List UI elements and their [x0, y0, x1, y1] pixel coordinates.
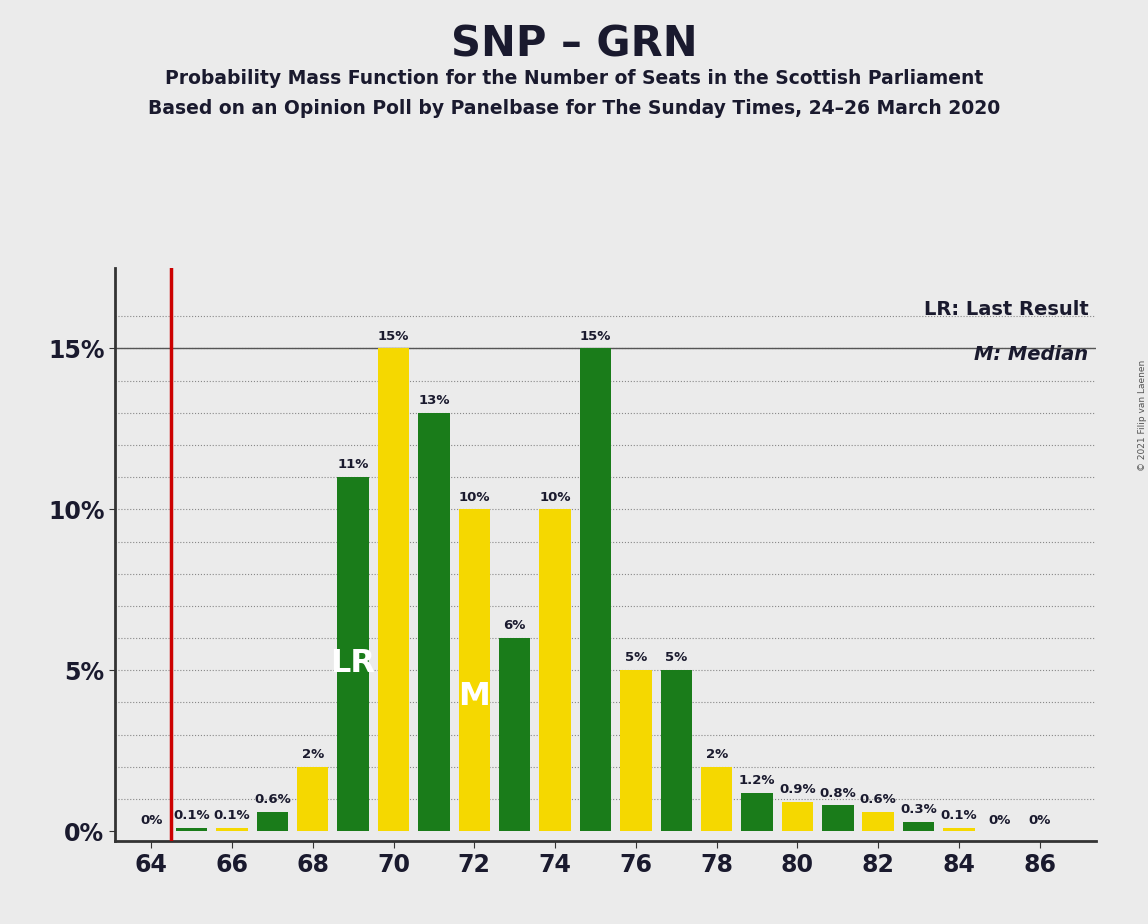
- Bar: [418, 413, 450, 832]
- Text: 0.9%: 0.9%: [779, 784, 816, 796]
- Text: 0.3%: 0.3%: [900, 803, 937, 816]
- Bar: [822, 806, 854, 832]
- Text: 0%: 0%: [988, 814, 1010, 827]
- Text: 0.1%: 0.1%: [940, 809, 977, 822]
- Text: 0.6%: 0.6%: [860, 793, 897, 806]
- Bar: [580, 348, 611, 832]
- Bar: [540, 509, 571, 832]
- Bar: [701, 767, 732, 832]
- Text: 2%: 2%: [302, 748, 324, 761]
- Bar: [742, 793, 773, 832]
- Text: 0%: 0%: [1029, 814, 1050, 827]
- Text: Based on an Opinion Poll by Panelbase for The Sunday Times, 24–26 March 2020: Based on an Opinion Poll by Panelbase fo…: [148, 99, 1000, 118]
- Text: 0.6%: 0.6%: [254, 793, 290, 806]
- Text: 5%: 5%: [665, 651, 688, 664]
- Bar: [297, 767, 328, 832]
- Bar: [782, 802, 813, 832]
- Text: 0.1%: 0.1%: [214, 809, 250, 822]
- Bar: [216, 828, 248, 832]
- Bar: [176, 828, 208, 832]
- Text: 1.2%: 1.2%: [739, 773, 775, 786]
- Text: 0%: 0%: [140, 814, 162, 827]
- Bar: [499, 638, 530, 832]
- Text: 15%: 15%: [580, 330, 611, 343]
- Text: M: Median: M: Median: [975, 346, 1088, 364]
- Text: © 2021 Filip van Laenen: © 2021 Filip van Laenen: [1138, 360, 1147, 471]
- Bar: [862, 812, 894, 832]
- Bar: [660, 670, 692, 832]
- Text: 6%: 6%: [504, 619, 526, 632]
- Text: 11%: 11%: [338, 458, 369, 471]
- Bar: [902, 821, 934, 832]
- Bar: [378, 348, 409, 832]
- Text: 5%: 5%: [625, 651, 647, 664]
- Bar: [338, 477, 369, 832]
- Text: LR: LR: [331, 649, 375, 679]
- Text: SNP – GRN: SNP – GRN: [451, 23, 697, 65]
- Bar: [620, 670, 652, 832]
- Text: 0.8%: 0.8%: [820, 786, 856, 799]
- Bar: [458, 509, 490, 832]
- Text: 13%: 13%: [418, 394, 450, 407]
- Text: 15%: 15%: [378, 330, 409, 343]
- Bar: [256, 812, 288, 832]
- Text: LR: Last Result: LR: Last Result: [923, 300, 1088, 319]
- Text: 10%: 10%: [540, 491, 571, 504]
- Text: Probability Mass Function for the Number of Seats in the Scottish Parliament: Probability Mass Function for the Number…: [165, 69, 983, 89]
- Text: M: M: [458, 680, 490, 711]
- Text: 10%: 10%: [458, 491, 490, 504]
- Text: 2%: 2%: [706, 748, 728, 761]
- Bar: [944, 828, 975, 832]
- Text: 0.1%: 0.1%: [173, 809, 210, 822]
